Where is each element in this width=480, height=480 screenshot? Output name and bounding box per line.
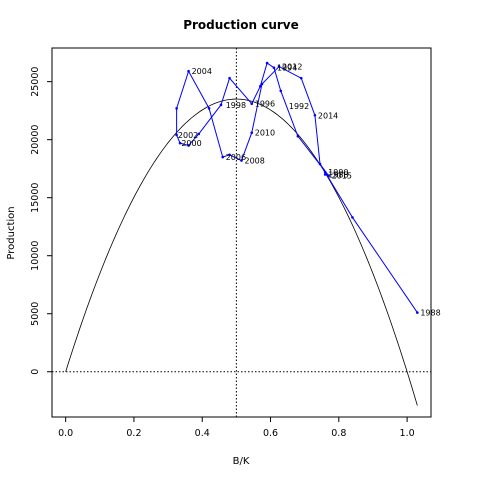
series-point	[228, 76, 231, 80]
series-point	[207, 107, 211, 110]
series-point	[178, 141, 182, 145]
series-point	[197, 132, 201, 136]
year-label: 2010	[255, 129, 275, 138]
series-point	[187, 144, 190, 147]
series-point	[258, 84, 262, 88]
series-point	[228, 153, 231, 157]
year-label: 1994	[277, 64, 297, 73]
production-curve-layer	[65, 98, 418, 406]
observed-series-layer: 1988199019882015199219941996199820002002…	[175, 61, 441, 318]
year-label: 2002	[178, 131, 198, 140]
x-axis-ticks: 0.0 0.2 0.4 0.6 0.8 1.0	[58, 417, 415, 439]
y-axis-label: Production	[6, 206, 17, 259]
series-point	[240, 159, 243, 162]
y-axis-ticks: 0 5000 10000 15000 20000 25000	[30, 67, 52, 375]
y-tick-label: 20000	[30, 125, 41, 155]
series-point	[219, 103, 223, 107]
x-tick-label: 0.8	[331, 428, 346, 439]
year-label: 2004	[192, 67, 212, 76]
series-point	[277, 65, 281, 68]
series-point	[416, 311, 419, 314]
year-label: 1990	[328, 168, 348, 177]
year-label: 1988	[328, 170, 348, 179]
year-label: 1992	[289, 102, 309, 111]
series-point	[279, 89, 283, 93]
series-point	[175, 107, 178, 110]
series-point	[272, 66, 276, 70]
series-point	[323, 173, 327, 176]
chart-title: Production curve	[183, 18, 299, 32]
series-point	[313, 114, 317, 117]
year-label: 1996	[255, 100, 275, 109]
plot-frame	[51, 47, 432, 418]
year-label: 2012	[282, 63, 302, 72]
series-point	[296, 134, 300, 138]
series-line	[176, 62, 418, 313]
y-tick-label: 10000	[30, 241, 41, 271]
series-point	[327, 174, 330, 177]
x-axis-label: B/K	[233, 456, 250, 467]
series-point	[187, 69, 190, 73]
x-tick-label: 0.4	[195, 428, 210, 439]
year-label: 1988	[420, 309, 440, 318]
series-point	[250, 131, 254, 135]
year-label: 2006	[226, 153, 246, 162]
year-label: 2000	[181, 139, 201, 148]
year-label: 2015	[332, 172, 352, 181]
series-point	[351, 216, 354, 219]
year-label: 1998	[226, 101, 246, 110]
x-tick-label: 0.2	[126, 428, 141, 439]
x-tick-label: 0.0	[58, 428, 73, 439]
series-point	[260, 82, 264, 86]
y-tick-label: 0	[30, 369, 41, 375]
year-label: 2008	[245, 157, 265, 166]
series-point	[221, 155, 225, 159]
series-point	[323, 170, 327, 174]
reference-lines	[52, 48, 431, 417]
y-tick-label: 25000	[30, 67, 41, 97]
year-label: 2014	[318, 111, 338, 120]
x-tick-label: 0.6	[263, 428, 278, 439]
series-point	[318, 162, 322, 166]
y-tick-label: 15000	[30, 183, 41, 213]
series-point	[265, 61, 269, 65]
series-point	[175, 133, 178, 137]
x-tick-label: 1.0	[400, 428, 415, 439]
series-point	[299, 76, 303, 80]
production-curve-line	[65, 98, 418, 406]
series-point	[250, 102, 254, 105]
y-tick-label: 5000	[30, 302, 41, 326]
